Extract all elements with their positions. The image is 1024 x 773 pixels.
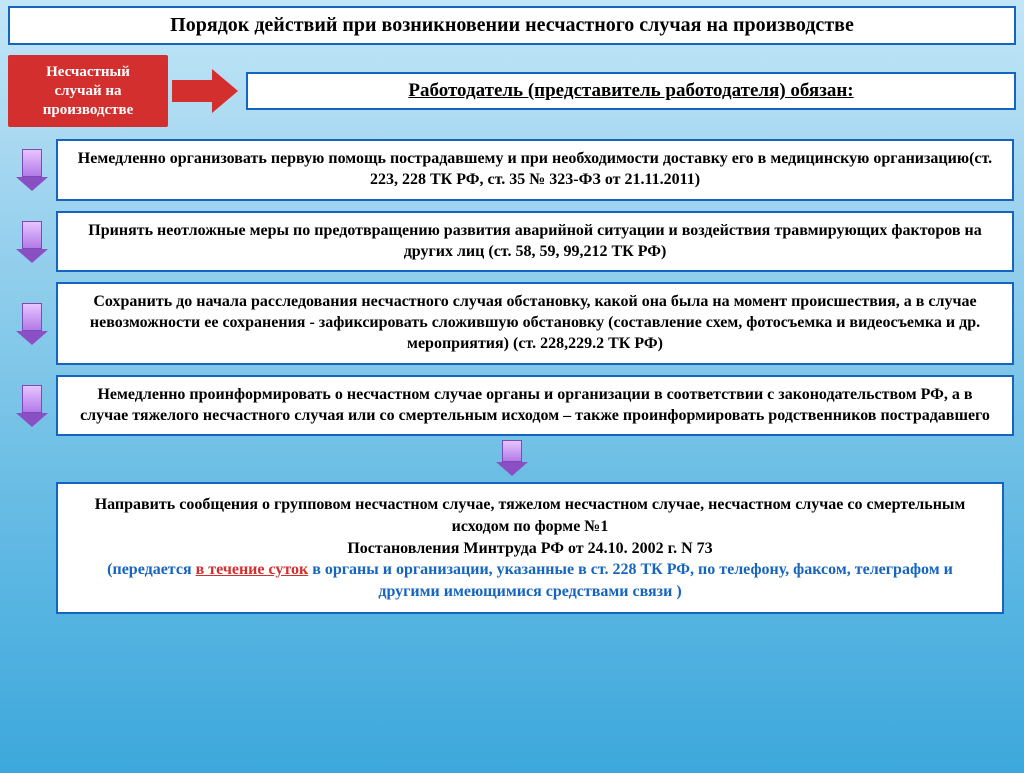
- step-box: Немедленно проинформировать о несчастном…: [56, 375, 1014, 437]
- arrow-down-icon: [496, 440, 528, 476]
- step-text: Немедленно проинформировать о несчастном…: [80, 386, 990, 424]
- arrow-down-icon: [16, 149, 48, 191]
- incident-badge: Несчастный случай на производстве: [8, 55, 168, 127]
- header-row: Несчастный случай на производстве Работо…: [8, 55, 1016, 127]
- step-box: Немедленно организовать первую помощь по…: [56, 139, 1014, 201]
- final-box: Направить сообщения о групповом несчастн…: [56, 482, 1004, 614]
- steps-list: Немедленно организовать первую помощь по…: [56, 139, 1014, 436]
- final-line1: Направить сообщения о групповом несчастн…: [76, 494, 984, 537]
- final-line2: Постановления Минтруда РФ от 24.10. 2002…: [76, 538, 984, 560]
- arrow-down-icon: [16, 385, 48, 427]
- step-box: Сохранить до начала расследования несчас…: [56, 282, 1014, 364]
- final-sub-suffix: в органы и организации, указанные в ст. …: [308, 561, 953, 600]
- arrow-down-icon: [16, 221, 48, 263]
- step-text: Сохранить до начала расследования несчас…: [90, 293, 980, 352]
- center-arrow-wrap: [0, 440, 1024, 476]
- step-box: Принять неотложные меры по предотвращени…: [56, 211, 1014, 273]
- final-sub: (передается в течение суток в органы и о…: [76, 559, 984, 602]
- arrow-right-icon: [172, 69, 238, 113]
- step-text: Принять неотложные меры по предотвращени…: [88, 222, 981, 260]
- step-text: Немедленно организовать первую помощь по…: [78, 150, 992, 188]
- employer-heading: Работодатель (представитель работодателя…: [246, 72, 1016, 110]
- final-sub-prefix: (передается: [107, 561, 195, 578]
- final-sub-red: в течение суток: [196, 561, 309, 578]
- page-title: Порядок действий при возникновении несча…: [8, 6, 1016, 45]
- arrow-down-icon: [16, 303, 48, 345]
